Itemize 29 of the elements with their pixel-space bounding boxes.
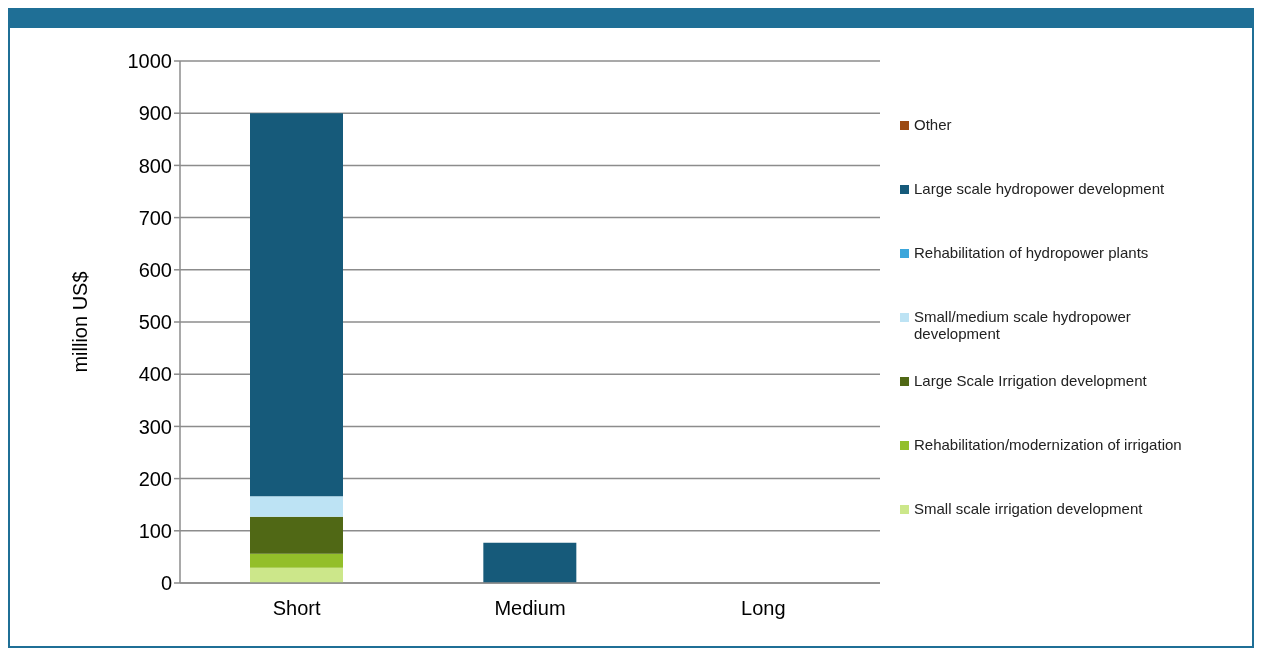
- bar: [483, 542, 577, 583]
- y-tick-label: 500: [138, 311, 172, 334]
- legend-label: Large Scale Irrigation development: [914, 371, 1148, 389]
- y-tick-label: 600: [138, 258, 172, 281]
- x-tick-label: Short: [272, 597, 322, 620]
- legend-label: Small scale irrigation development: [914, 499, 1144, 517]
- x-tick-label: Medium: [494, 597, 566, 620]
- legend-label: Rehabilitation/modernization of irrigation: [914, 435, 1183, 453]
- legend-label: Rehabilitation of hydropower plants: [914, 243, 1150, 261]
- frame: Other Large scale hydropower development Rehabilitation of hydropower plants Small/medium scale hydropower development Large Scale Irrigation development Rehabilitation/modernization of irrigation Small scale irrigation development Short Medium Long 0 100 200 300 400 500 600 700 800 900 1000 million US$: [8, 8, 1254, 648]
- y-tick-label: 0: [160, 572, 172, 595]
- y-axis-title: million US$: [69, 271, 92, 373]
- bar: [250, 113, 343, 497]
- legend-label: Other: [914, 115, 953, 133]
- y-tick-label: 300: [138, 415, 172, 438]
- y-tick-label: 700: [138, 206, 172, 229]
- y-tick-label: 1000: [127, 50, 172, 73]
- bar: [250, 553, 343, 568]
- y-tick-label: 200: [138, 467, 172, 490]
- y-tick-label: 800: [138, 154, 172, 177]
- bar: [250, 496, 343, 517]
- bar: [250, 516, 343, 554]
- x-tick-label: Long: [741, 597, 786, 620]
- y-tick-label: 100: [138, 519, 172, 542]
- y-tick-label: 400: [138, 363, 172, 386]
- legend-label: Small/medium scale hydropower development: [914, 307, 1132, 342]
- y-tick-label: 900: [138, 102, 172, 125]
- legend-label: Large scale hydropower development: [914, 179, 1166, 197]
- bar: [250, 567, 343, 583]
